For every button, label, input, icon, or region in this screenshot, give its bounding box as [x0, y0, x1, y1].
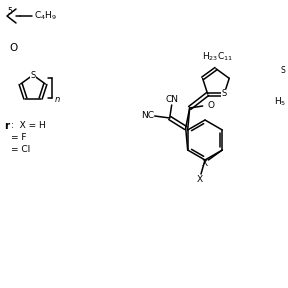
Text: X: X: [197, 175, 203, 183]
Text: O: O: [9, 43, 17, 53]
Text: = F: = F: [11, 134, 26, 143]
Text: 5: 5: [7, 7, 12, 16]
Text: $\mathregular{H_5}$: $\mathregular{H_5}$: [274, 96, 286, 108]
Text: = Cl: = Cl: [11, 145, 30, 154]
Text: X: X: [201, 160, 207, 168]
Text: S: S: [221, 90, 227, 98]
Text: n: n: [55, 96, 60, 105]
Text: r: r: [4, 121, 9, 131]
Text: S: S: [30, 71, 36, 79]
Text: :  X = H: : X = H: [11, 122, 46, 130]
Text: O: O: [208, 101, 215, 111]
Text: $\mathregular{C_4H_9}$: $\mathregular{C_4H_9}$: [34, 10, 57, 22]
Text: $\mathregular{H_{23}C_{11}}$: $\mathregular{H_{23}C_{11}}$: [202, 50, 233, 63]
Text: CN: CN: [165, 96, 178, 105]
Text: NC: NC: [141, 111, 154, 120]
Text: S: S: [280, 66, 285, 75]
